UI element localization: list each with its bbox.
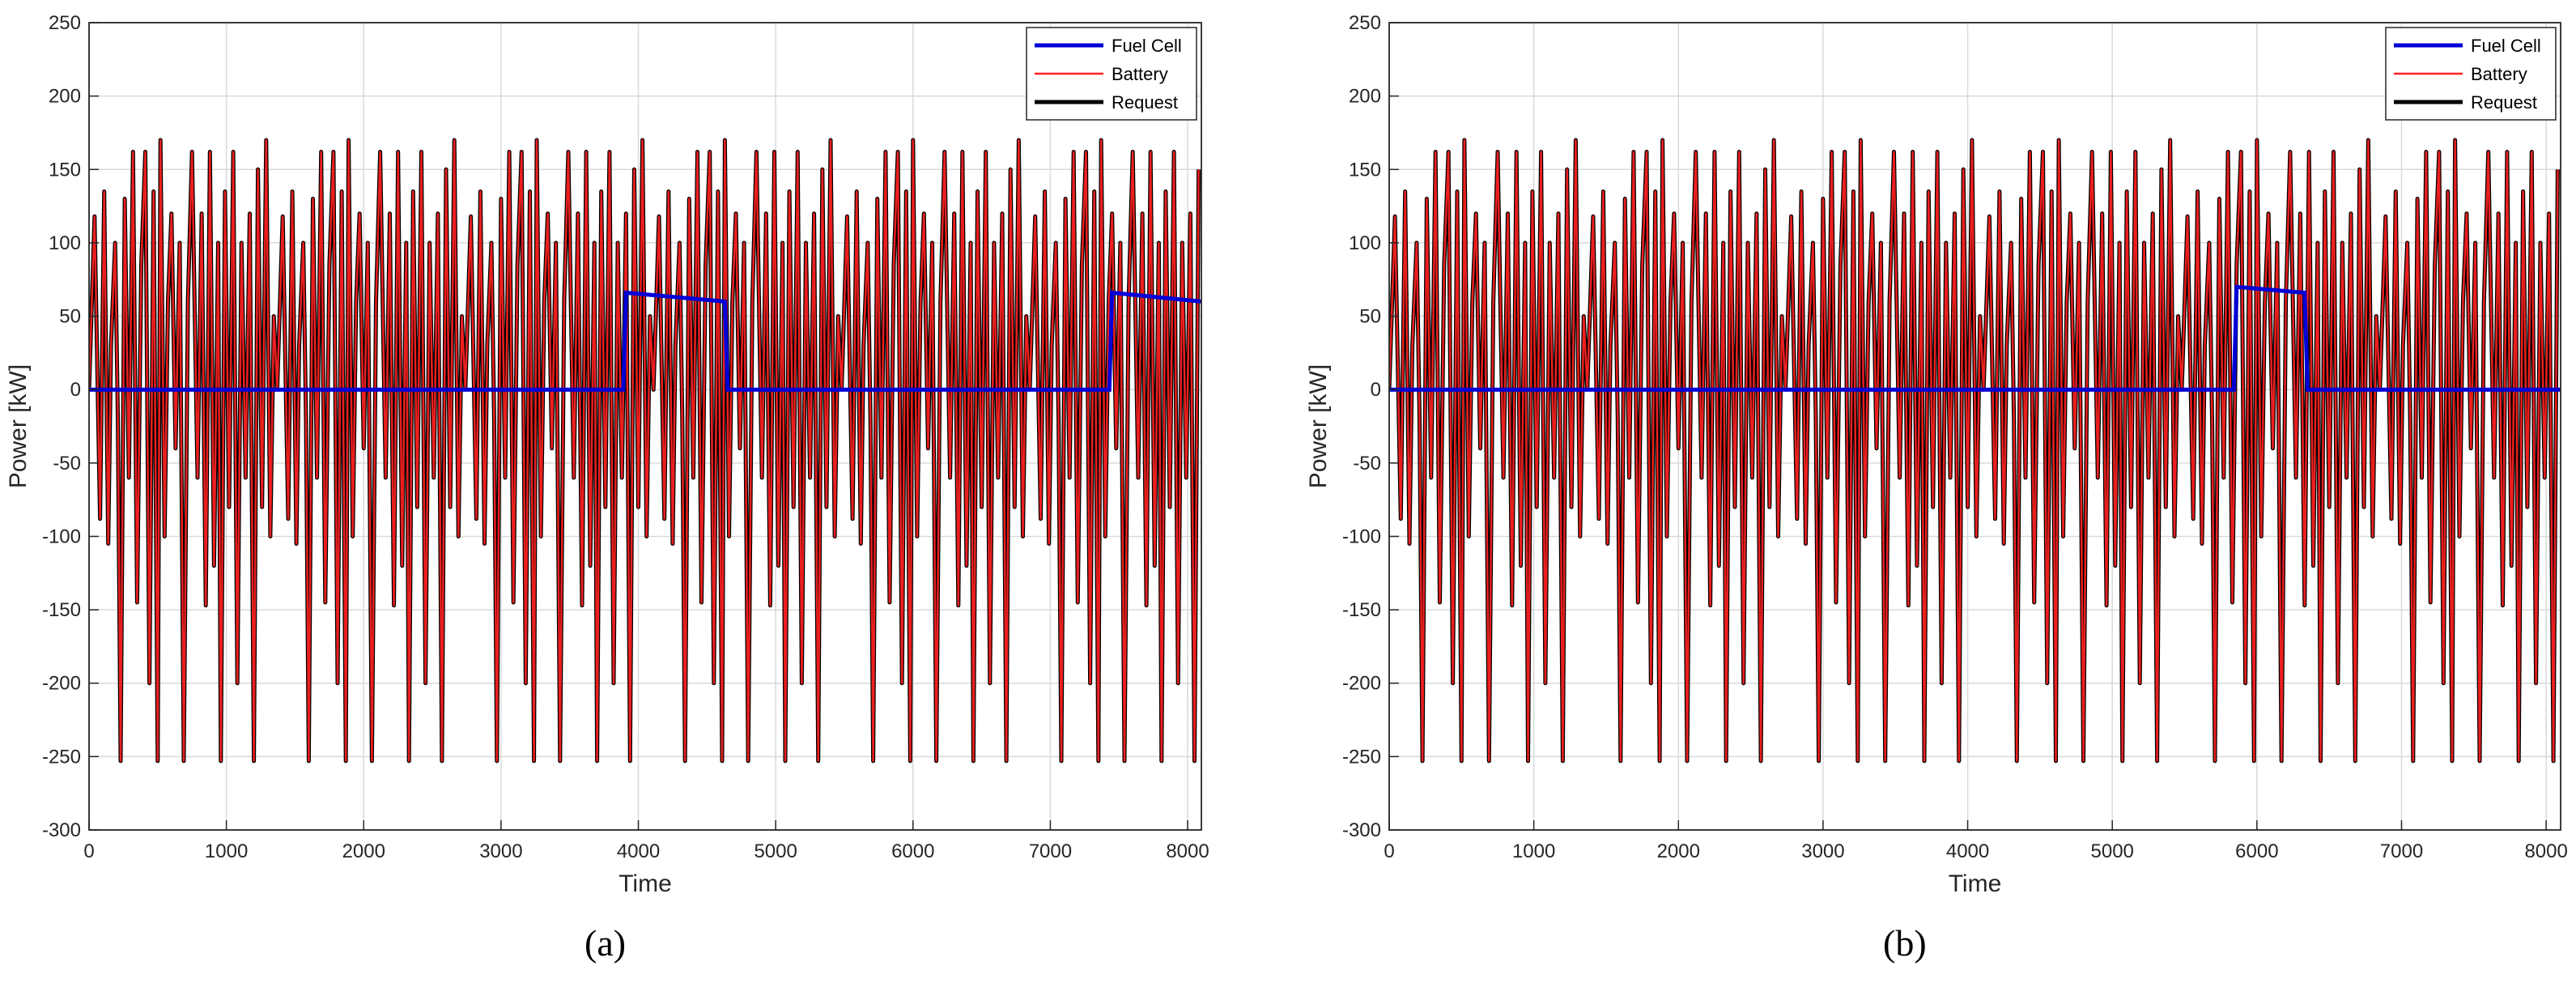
axes-box	[88, 22, 1202, 831]
x-axis-label: Time	[618, 870, 672, 897]
x-tick-label: 7000	[2380, 840, 2423, 862]
y-axis-label: Power [kW]	[5, 364, 32, 488]
y-tick-label: 250	[49, 12, 81, 34]
legend-label: Fuel Cell	[2471, 36, 2541, 56]
series-group	[1389, 138, 2561, 764]
chart-panel-b: 0 1000 2000 3000 4000 5000 6000 7000 80002502001…	[1305, 12, 2568, 897]
y-tick-label: -50	[1353, 453, 1381, 474]
y-tick-label: -100	[42, 526, 81, 547]
series-battery-line	[89, 138, 1200, 763]
y-tick-label: 0	[70, 379, 81, 401]
legend-label: Battery	[1112, 64, 1168, 84]
y-tick-label: 50	[59, 306, 81, 328]
y-tick-label: -200	[1342, 673, 1381, 695]
y-tick-label: -250	[42, 746, 81, 768]
y-tick-label: 200	[49, 86, 81, 108]
y-tick-label: 100	[49, 232, 81, 254]
x-tick-label: 4000	[617, 840, 660, 862]
x-tick-label: 1000	[205, 840, 248, 862]
x-tick-label: 1000	[1512, 840, 1555, 862]
y-tick-label: 0	[1371, 379, 1381, 401]
y-tick-label: 50	[1359, 306, 1381, 328]
x-tick-label: 6000	[2235, 840, 2278, 862]
y-tick-label: -200	[42, 673, 81, 695]
y-tick-label: 100	[1349, 232, 1381, 254]
legend: Fuel Cell Battery Request	[2385, 27, 2557, 121]
legend-label: Fuel Cell	[1112, 36, 1182, 56]
x-tick-label: 6000	[891, 840, 934, 862]
y-tick-label: 150	[49, 159, 81, 181]
y-axis-label: Power [kW]	[1305, 364, 1332, 488]
y-tick-label: -300	[1342, 819, 1381, 841]
y-tick-label: -150	[42, 599, 81, 621]
legend-label: Request	[1112, 92, 1178, 113]
series-group	[89, 138, 1201, 764]
legend-label: Request	[2471, 92, 2537, 113]
x-axis-label: Time	[1949, 870, 2002, 897]
x-tick-label: 3000	[1801, 840, 1844, 862]
x-tick-label: 4000	[1946, 840, 1989, 862]
x-tick-label: 7000	[1029, 840, 1072, 862]
y-tick-label: -250	[1342, 746, 1381, 768]
x-tick-label: 2000	[342, 840, 385, 862]
x-tick-label: 3000	[479, 840, 522, 862]
series-battery-line	[1389, 138, 2559, 763]
series-fuel-cell-line	[1389, 284, 2561, 392]
x-tick-label: 0	[1384, 840, 1394, 862]
y-tick-label: -50	[53, 453, 81, 474]
axes-box	[1388, 22, 2561, 831]
x-tick-label: 0	[83, 840, 94, 862]
x-tick-label: 5000	[754, 840, 797, 862]
y-tick-label: -150	[1342, 599, 1381, 621]
panel-label-b: (b)	[1883, 922, 1927, 964]
y-tick-label: 150	[1349, 159, 1381, 181]
y-tick-label: 250	[1349, 12, 1381, 34]
x-tick-label: 8000	[1166, 840, 1209, 862]
panel-label-a: (a)	[584, 922, 627, 964]
legend: Fuel Cell Battery Request	[1026, 27, 1197, 121]
x-tick-label: 5000	[2091, 840, 2134, 862]
legend-label: Battery	[2471, 64, 2527, 84]
y-tick-label: 200	[1349, 86, 1381, 108]
x-tick-label: 2000	[1657, 840, 1700, 862]
y-tick-label: -100	[1342, 526, 1381, 547]
series-fuel-cell-line	[89, 290, 1201, 392]
x-tick-label: 8000	[2524, 840, 2567, 862]
y-tick-label: -300	[42, 819, 81, 841]
chart-panel-a: 0 1000 2000 3000 4000 5000 6000 7000 80002502001…	[5, 12, 1209, 897]
